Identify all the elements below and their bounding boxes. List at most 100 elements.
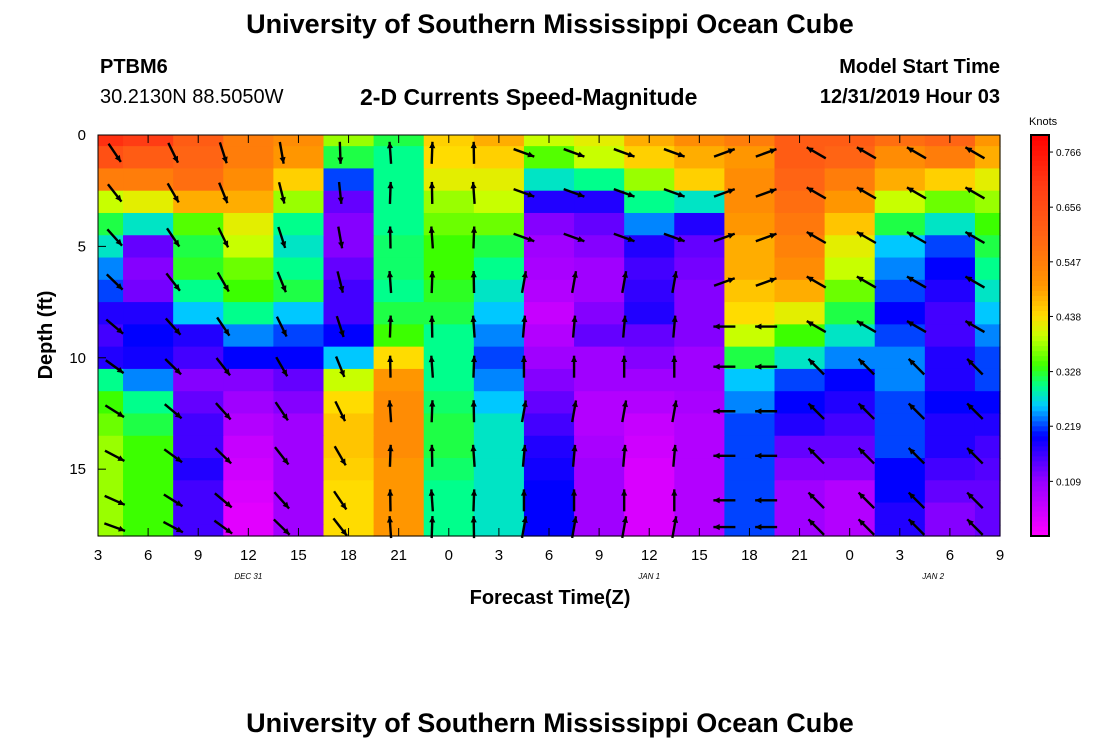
heatmap-cell <box>323 212 375 236</box>
heatmap-cell <box>123 346 174 370</box>
heatmap-cell <box>98 135 124 147</box>
current-arrow <box>857 518 875 536</box>
current-arrow <box>520 270 528 294</box>
current-arrow <box>755 497 778 504</box>
current-arrow <box>428 181 436 204</box>
current-arrow <box>621 444 628 467</box>
colorbar-segment <box>1031 485 1049 492</box>
colorbar-segment <box>1031 230 1049 236</box>
colorbar-tick-label: 0.109 <box>1056 477 1081 488</box>
colorbar-segment <box>1031 315 1049 322</box>
current-arrow <box>333 490 348 511</box>
colorbar-segment <box>1031 235 1049 241</box>
current-arrow <box>856 186 877 200</box>
heatmap-cell <box>974 391 1001 415</box>
colorbar-segment <box>1031 290 1049 296</box>
colorbar-tick-label: 0.328 <box>1056 368 1081 379</box>
heatmap-cell <box>874 212 926 236</box>
heatmap-cell <box>223 146 274 170</box>
current-arrow <box>104 404 125 419</box>
heatmap-cell <box>624 168 675 192</box>
y-axis-label: Depth (ft) <box>35 291 57 380</box>
colorbar-segment <box>1031 160 1049 166</box>
heatmap-cell <box>974 346 1001 370</box>
heatmap-cell <box>624 212 675 236</box>
heatmap-cell <box>523 324 575 348</box>
heatmap-cell <box>173 435 224 459</box>
colorbar-segment <box>1031 520 1049 527</box>
current-arrow <box>165 272 181 292</box>
current-arrow <box>571 444 578 467</box>
chart-title: University of Southern Mississippi Ocean… <box>246 9 854 39</box>
heatmap-cell <box>674 146 725 170</box>
heatmap-cell <box>724 435 776 459</box>
current-arrow <box>513 232 535 243</box>
heatmap-cell <box>674 235 725 259</box>
x-tick-label: 21 <box>791 547 808 564</box>
colorbar-tick-label: 0.438 <box>1056 312 1081 323</box>
heatmap-cell <box>523 279 575 303</box>
current-arrow <box>806 275 827 289</box>
heatmap-cell <box>423 302 475 325</box>
heatmap-cell <box>223 190 274 214</box>
heatmap-cell <box>874 324 926 348</box>
current-arrow <box>428 315 436 338</box>
heatmap-cell <box>674 212 725 236</box>
current-arrow <box>336 271 345 293</box>
current-arrow <box>387 226 394 249</box>
heatmap-cell <box>824 458 876 481</box>
current-arrow <box>272 518 291 536</box>
heatmap-cell <box>624 257 675 281</box>
heatmap-cell <box>624 391 675 415</box>
current-arrow <box>334 400 347 422</box>
heatmap-cell <box>974 257 1001 281</box>
heatmap-cell <box>724 368 776 392</box>
heatmap-cell <box>924 480 976 504</box>
current-arrow <box>571 355 578 378</box>
heatmap-cell <box>824 346 876 370</box>
heatmap-cell <box>173 257 224 281</box>
current-arrow <box>107 143 122 163</box>
date-label: JAN 2 <box>921 572 944 581</box>
heatmap-cell <box>123 458 174 481</box>
current-arrow <box>563 147 585 158</box>
heatmap-cell <box>423 190 475 214</box>
heatmap-cell <box>824 190 876 214</box>
current-arrow <box>671 444 678 467</box>
colorbar-segment <box>1031 350 1049 357</box>
current-arrow <box>906 146 927 160</box>
current-arrow <box>106 183 123 203</box>
current-arrow <box>521 315 528 338</box>
current-arrow <box>621 489 628 512</box>
heatmap-cell <box>123 435 174 459</box>
heatmap-cell <box>373 257 425 281</box>
heatmap-cell <box>924 279 976 303</box>
heatmap-cell <box>674 168 725 192</box>
colorbar-segment <box>1031 240 1049 246</box>
heatmap-cell <box>223 324 274 348</box>
current-arrow <box>428 444 436 467</box>
heatmap-cell <box>924 146 976 170</box>
colorbar-segment <box>1031 435 1049 442</box>
current-arrow <box>671 400 679 423</box>
heatmap-cell <box>874 146 926 170</box>
colorbar-segment <box>1031 310 1049 317</box>
current-arrow <box>386 516 394 539</box>
heatmap-cell <box>373 190 425 214</box>
current-arrow <box>214 447 233 465</box>
heatmap-cell <box>323 346 375 370</box>
x-tick-label: 12 <box>641 547 658 564</box>
current-arrow <box>613 232 635 243</box>
heatmap-cell <box>473 458 525 481</box>
colorbar-segment <box>1031 185 1049 191</box>
current-arrow <box>470 355 478 378</box>
heatmap-cell <box>323 413 375 437</box>
heatmap-cell <box>223 346 274 370</box>
heatmap-cell <box>924 368 976 392</box>
heatmap-cell <box>123 168 174 192</box>
heatmap-cell <box>824 413 876 437</box>
current-arrow <box>713 497 736 504</box>
heatmap-cell <box>624 324 675 348</box>
current-arrow <box>755 188 777 198</box>
current-arrow <box>429 400 436 423</box>
